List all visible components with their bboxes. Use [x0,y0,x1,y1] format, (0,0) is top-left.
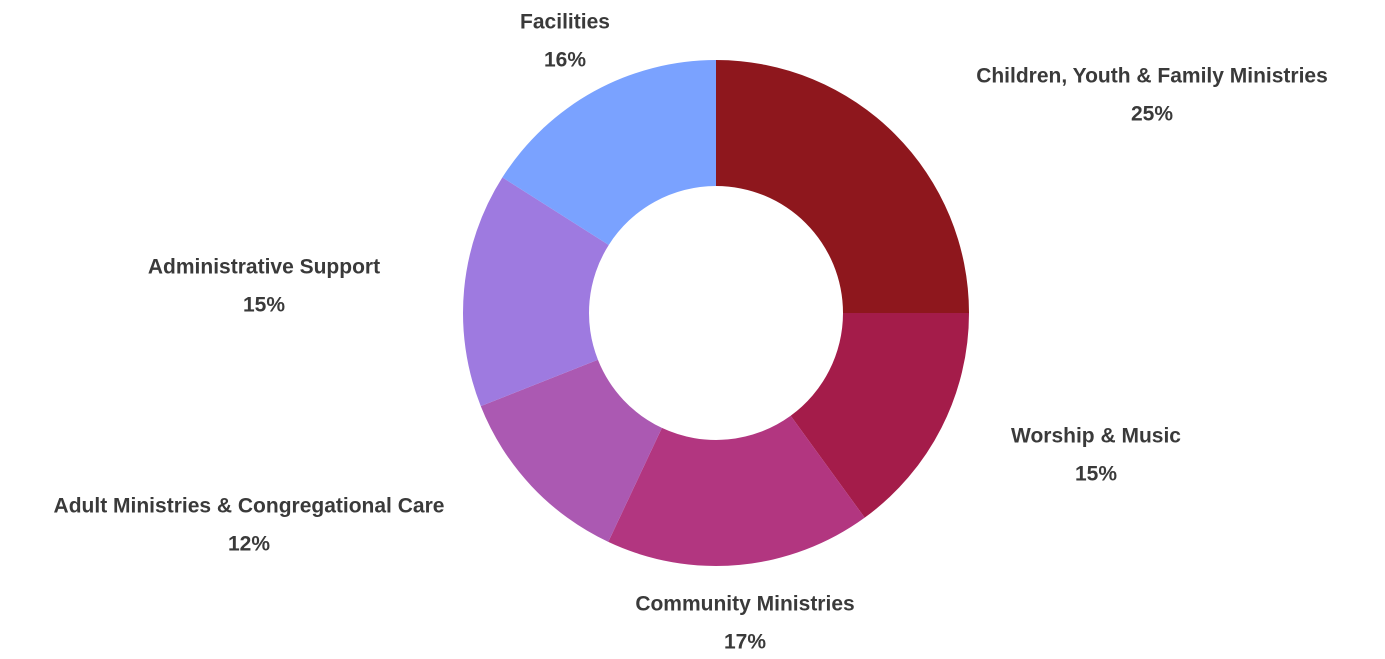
slice-community-ministries [608,415,865,566]
slice-percent-community-ministries: 17% [724,631,766,654]
slice-label-adult-ministries-and-congregational-care: Adult Ministries & Congregational Care [54,495,445,518]
slice-percent-worship-and-music: 15% [1075,463,1117,486]
slice-label-children-youth-and-family-ministries: Children, Youth & Family Ministries [976,65,1328,88]
slice-percent-facilities: 16% [544,49,586,72]
slice-facilities [502,60,716,245]
slice-label-administrative-support: Administrative Support [148,256,380,279]
slice-children-youth-and-family-ministries [716,60,969,313]
slice-percent-administrative-support: 15% [243,294,285,317]
slice-percent-children-youth-and-family-ministries: 25% [1131,103,1173,126]
slice-percent-adult-ministries-and-congregational-care: 12% [228,533,270,556]
slice-worship-and-music [790,313,969,518]
slice-adult-ministries-and-congregational-care [480,359,662,542]
slice-label-worship-and-music: Worship & Music [1011,425,1181,448]
slice-label-community-ministries: Community Ministries [635,593,854,616]
slices-layer [463,60,969,566]
slice-label-facilities: Facilities [520,11,610,34]
slice-administrative-support [463,177,609,407]
labels-layer: Children, Youth & Family Ministries 25% Wo… [54,11,1328,654]
